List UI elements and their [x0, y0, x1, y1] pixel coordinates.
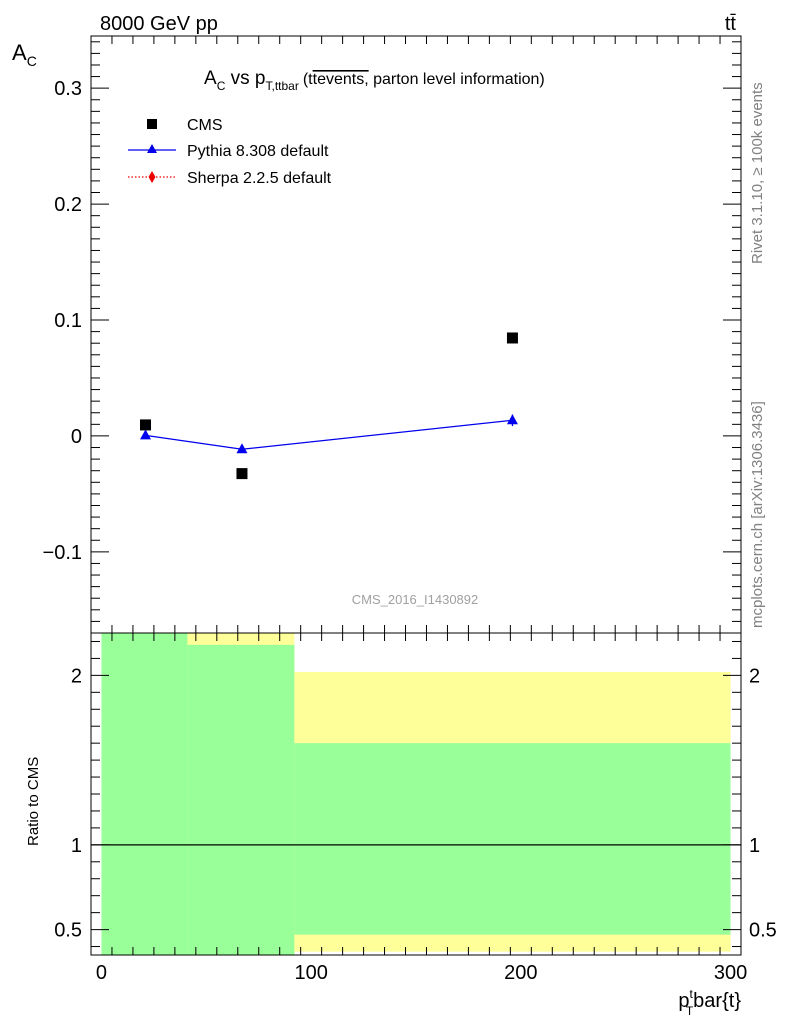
cms-point	[140, 419, 152, 431]
mcplots-reference-label: mcplots.cern.ch [arXiv:1306.3436]	[749, 401, 766, 628]
legend: CMS Pythia 8.308 default Sherpa 2.2.5 de…	[128, 117, 332, 187]
cms-point	[506, 332, 518, 344]
ratio-ylabel: Ratio to CMS	[25, 757, 42, 846]
process-label: tt̄	[725, 13, 737, 35]
analysis-id-label: CMS_2016_I1430892	[352, 592, 479, 607]
legend-cms-label: CMS	[187, 117, 223, 134]
pythia-point	[140, 429, 152, 440]
ratio-band-green-2	[294, 743, 731, 935]
x-tick-label: 0	[96, 962, 107, 984]
legend-item-cms: CMS	[147, 117, 223, 134]
main-y-tick-label: 0.1	[54, 310, 82, 332]
legend-item-sherpa: Sherpa 2.2.5 default	[128, 170, 332, 187]
ratio-band-green-0	[101, 633, 188, 955]
energy-label: 8000 GeV pp	[100, 13, 218, 35]
data-marks	[140, 332, 518, 480]
ratio-bands	[91, 633, 741, 955]
x-tick-label: 300	[714, 962, 747, 984]
main-ylabel: AC	[12, 40, 37, 69]
ratio-y-tick-label-right: 0.5	[749, 920, 777, 942]
ratio-y-tick-label-right: 2	[749, 665, 760, 687]
ratio-y-tick-label: 2	[71, 665, 82, 687]
rivet-version-label: Rivet 3.1.10, ≥ 100k events	[749, 82, 766, 264]
legend-item-pythia: Pythia 8.308 default	[128, 143, 329, 160]
ratio-y-tick-label-right: 1	[749, 835, 760, 857]
pythia-line	[145, 419, 513, 450]
cms-point	[236, 468, 248, 480]
legend-pythia-marker	[147, 144, 157, 153]
ratio-y-tick-label: 1	[71, 835, 82, 857]
ratio-y-tick-label: 0.5	[54, 920, 82, 942]
pythia-point	[506, 414, 518, 425]
legend-pythia-label: Pythia 8.308 default	[187, 143, 329, 160]
legend-sherpa-label: Sherpa 2.2.5 default	[187, 170, 332, 187]
pythia-point	[236, 443, 248, 454]
x-tick-label: 100	[294, 962, 327, 984]
legend-sherpa-marker	[148, 171, 156, 183]
x-tick-label: 200	[504, 962, 537, 984]
axis-ticks: 0 100 200 300 −0.1 0 0.1 0.2 0.3 0.5 0.5 1 1 2 2	[43, 36, 777, 984]
ratio-band-green-1	[187, 644, 295, 955]
main-y-tick-label: 0.2	[54, 194, 82, 216]
legend-cms-marker	[147, 119, 157, 129]
main-y-tick-label: −0.1	[43, 542, 82, 564]
chart-title: AC vs pT,ttbar (ttevents, parton level in…	[204, 68, 545, 93]
main-y-tick-label: 0.3	[54, 78, 82, 100]
main-y-tick-label: 0	[71, 426, 82, 448]
xlabel: pt Tbar{t}	[678, 987, 741, 1018]
